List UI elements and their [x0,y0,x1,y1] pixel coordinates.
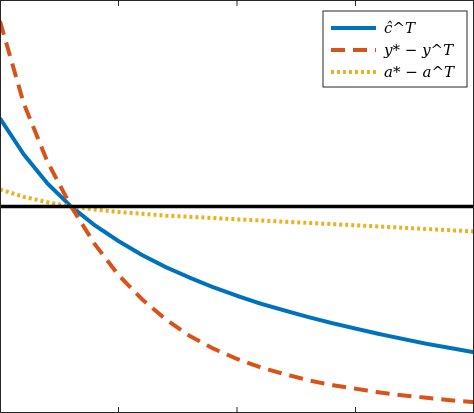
series-line-0 [0,117,474,355]
legend-entry-y-gap: y* − y^T [331,41,454,59]
legend-entry-c-hat: ĉ^T [331,19,416,37]
legend-entry-a-gap: a* − a^T [331,63,455,81]
series-layer [0,20,474,405]
legend-label-y-gap: y* − y^T [383,41,454,59]
series-line-2 [0,187,474,234]
series-line-1 [0,20,474,405]
legend: ĉ^T y* − y^T a* − a^T [322,10,468,88]
legend-label-a-gap: a* − a^T [384,63,455,81]
legend-label-c-hat: ĉ^T [384,19,416,37]
legend-box [322,10,468,88]
